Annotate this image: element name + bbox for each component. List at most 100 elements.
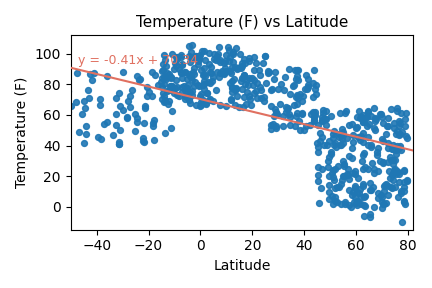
- Point: [370, 167, 377, 172]
- Point: [391, 125, 397, 130]
- Point: [237, 79, 244, 83]
- Point: [251, 68, 257, 73]
- Point: [304, 85, 311, 89]
- Point: [248, 76, 255, 80]
- Point: [299, 98, 306, 103]
- Point: [353, 203, 360, 208]
- Point: [140, 138, 147, 143]
- Point: [270, 122, 276, 127]
- Point: [340, 133, 346, 137]
- Point: [201, 57, 208, 62]
- Point: [230, 60, 237, 65]
- Point: [172, 55, 179, 60]
- Point: [388, 107, 394, 111]
- Point: [381, 201, 388, 206]
- Point: [215, 52, 222, 56]
- Point: [366, 187, 373, 192]
- Point: [374, 168, 381, 173]
- Point: [390, 121, 397, 126]
- Point: [359, 153, 366, 158]
- Point: [273, 110, 280, 115]
- Point: [204, 91, 211, 96]
- Point: [395, 118, 402, 123]
- Point: [356, 138, 363, 142]
- Point: [159, 76, 166, 80]
- Point: [367, 114, 374, 119]
- Point: [155, 83, 162, 88]
- Point: [337, 181, 344, 186]
- Point: [314, 149, 321, 154]
- Point: [345, 167, 352, 171]
- Point: [238, 66, 245, 70]
- Point: [379, 121, 386, 126]
- Point: [404, 136, 411, 141]
- Point: [272, 70, 279, 74]
- Point: [268, 103, 275, 108]
- Point: [378, 200, 385, 204]
- Point: [334, 164, 341, 169]
- Point: [161, 100, 168, 104]
- Point: [322, 116, 329, 121]
- Point: [390, 178, 397, 182]
- Point: [162, 99, 168, 103]
- Point: [207, 81, 214, 86]
- Point: [159, 85, 165, 90]
- Point: [76, 130, 83, 134]
- Point: [316, 139, 323, 144]
- Point: [315, 200, 322, 205]
- Point: [395, 172, 402, 177]
- Point: [104, 119, 111, 124]
- Point: [141, 106, 148, 110]
- Point: [165, 102, 172, 107]
- Point: [323, 122, 330, 127]
- Point: [248, 103, 255, 107]
- Point: [394, 169, 400, 173]
- Point: [162, 77, 169, 82]
- Point: [286, 67, 293, 72]
- Point: [299, 94, 306, 99]
- Point: [65, 109, 72, 114]
- Point: [341, 174, 348, 179]
- Point: [227, 68, 234, 73]
- Point: [291, 67, 298, 72]
- Point: [236, 65, 243, 69]
- Point: [140, 136, 146, 140]
- Point: [365, 142, 372, 147]
- Point: [314, 173, 321, 178]
- Point: [168, 85, 175, 90]
- Point: [395, 132, 402, 137]
- Point: [308, 111, 314, 116]
- Point: [379, 160, 386, 164]
- Point: [116, 142, 123, 146]
- Point: [346, 154, 353, 159]
- Point: [161, 130, 168, 135]
- Point: [217, 71, 224, 75]
- Point: [230, 77, 237, 81]
- Point: [362, 164, 368, 169]
- Point: [192, 56, 199, 61]
- Point: [393, 129, 400, 134]
- Point: [328, 171, 335, 175]
- Y-axis label: Temperature (F): Temperature (F): [15, 77, 29, 188]
- Point: [253, 80, 260, 85]
- Point: [354, 115, 361, 119]
- Point: [343, 109, 349, 113]
- Point: [338, 202, 345, 207]
- Point: [331, 186, 338, 191]
- Point: [269, 87, 276, 91]
- Point: [291, 83, 298, 88]
- Point: [161, 74, 168, 79]
- Point: [394, 106, 400, 111]
- Point: [343, 136, 350, 140]
- Point: [187, 73, 194, 78]
- Point: [372, 116, 379, 121]
- Point: [335, 185, 342, 190]
- Point: [200, 83, 206, 88]
- Point: [265, 69, 272, 74]
- Point: [293, 113, 300, 118]
- Point: [198, 103, 205, 107]
- Point: [244, 78, 251, 83]
- Point: [391, 166, 398, 171]
- Point: [377, 158, 384, 163]
- Point: [201, 86, 208, 91]
